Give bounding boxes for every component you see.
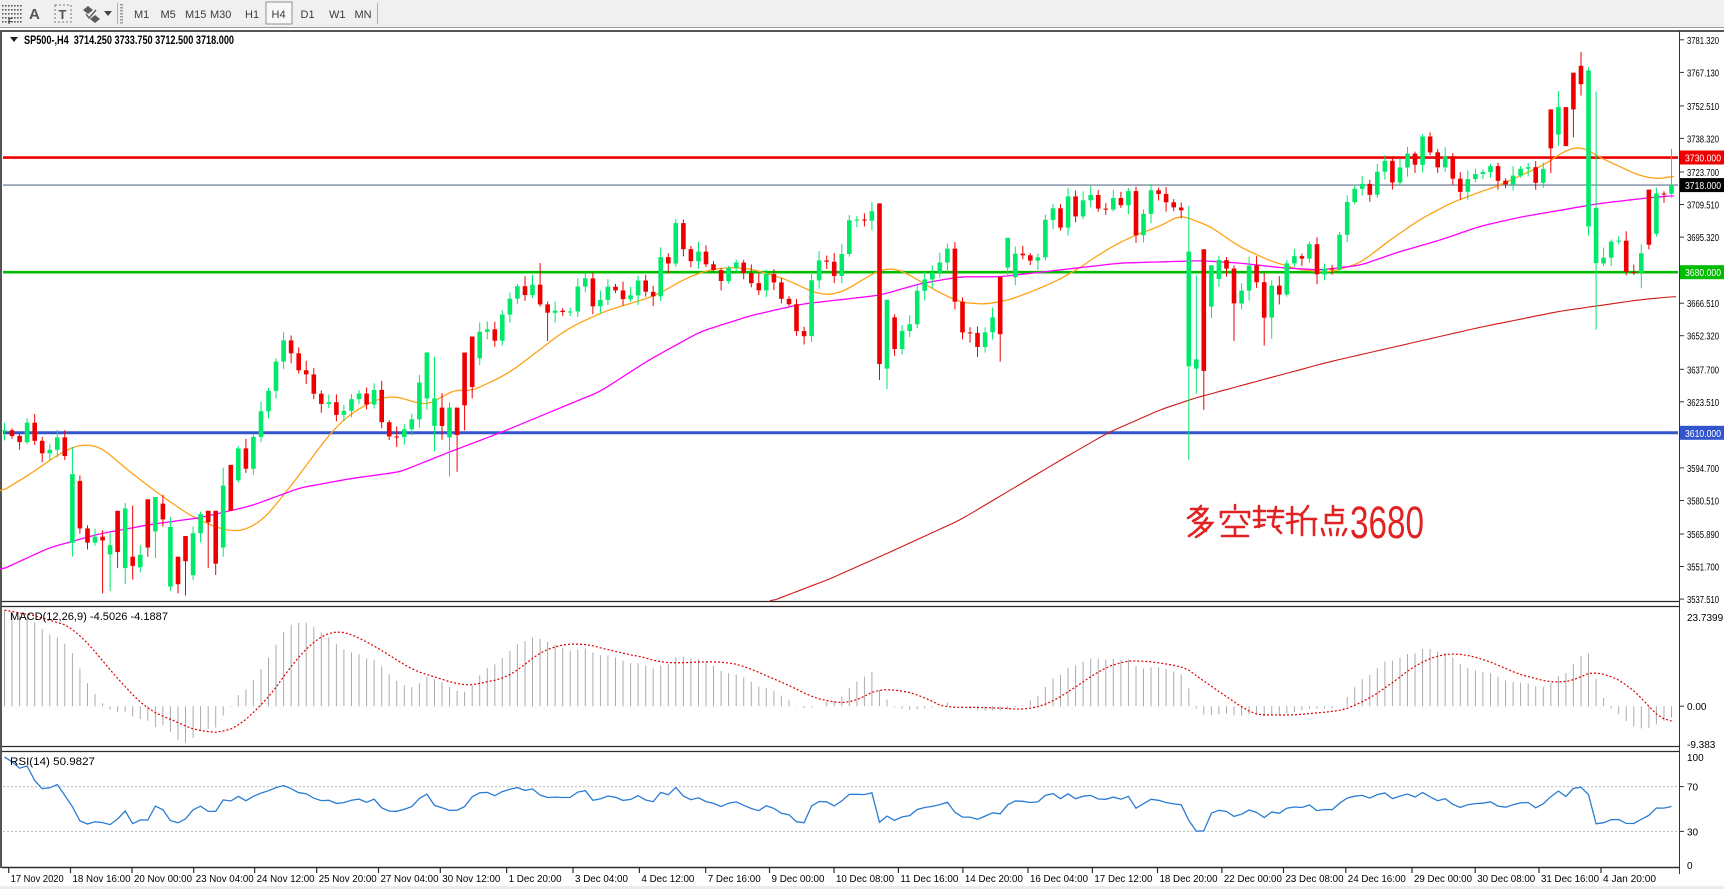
- svg-text:H1: H1: [245, 9, 259, 21]
- svg-text:3551.700: 3551.700: [1687, 563, 1719, 574]
- svg-text:D1: D1: [301, 9, 315, 21]
- svg-text:11 Dec 16:00: 11 Dec 16:00: [900, 874, 958, 885]
- svg-text:3723.700: 3723.700: [1687, 168, 1719, 179]
- svg-text:3680.000: 3680.000: [1685, 267, 1721, 279]
- svg-text:3730.000: 3730.000: [1685, 153, 1721, 165]
- svg-text:3695.320: 3695.320: [1687, 233, 1719, 244]
- svg-text:3 Dec 04:00: 3 Dec 04:00: [575, 874, 628, 885]
- svg-text:30 Nov 12:00: 30 Nov 12:00: [442, 874, 500, 885]
- svg-text:F: F: [8, 17, 13, 26]
- svg-text:16 Dec 04:00: 16 Dec 04:00: [1030, 874, 1088, 885]
- svg-text:H4: H4: [272, 9, 286, 21]
- svg-text:RSI(14) 50.9827: RSI(14) 50.9827: [10, 756, 95, 768]
- svg-text:22 Dec 00:00: 22 Dec 00:00: [1224, 874, 1282, 885]
- svg-text:3752.510: 3752.510: [1687, 102, 1719, 113]
- svg-text:4 Dec 12:00: 4 Dec 12:00: [641, 874, 694, 885]
- svg-text:4 Jan 20:00: 4 Jan 20:00: [1603, 874, 1656, 885]
- svg-text:25 Nov 20:00: 25 Nov 20:00: [319, 874, 377, 885]
- svg-text:23 Dec 08:00: 23 Dec 08:00: [1286, 874, 1344, 885]
- svg-text:3680: 3680: [1350, 497, 1424, 548]
- svg-text:3594.700: 3594.700: [1687, 464, 1719, 475]
- svg-text:3738.320: 3738.320: [1687, 134, 1719, 145]
- svg-text:3623.510: 3623.510: [1687, 398, 1719, 409]
- svg-text:30: 30: [1687, 827, 1699, 838]
- svg-text:-9.383: -9.383: [1687, 740, 1716, 751]
- svg-text:31 Dec 16:00: 31 Dec 16:00: [1541, 874, 1599, 885]
- svg-text:17 Nov 2020: 17 Nov 2020: [11, 874, 64, 885]
- svg-text:0: 0: [1687, 861, 1693, 872]
- svg-text:MACD(12,26,9) -4.5026 -4.1887: MACD(12,26,9) -4.5026 -4.1887: [10, 611, 168, 623]
- svg-text:29 Dec 00:00: 29 Dec 00:00: [1414, 874, 1472, 885]
- svg-text:24 Dec 16:00: 24 Dec 16:00: [1348, 874, 1406, 885]
- svg-text:3537.510: 3537.510: [1687, 595, 1719, 606]
- svg-text:18 Dec 20:00: 18 Dec 20:00: [1160, 874, 1218, 885]
- svg-text:18 Nov 16:00: 18 Nov 16:00: [73, 874, 131, 885]
- svg-text:3580.510: 3580.510: [1687, 497, 1719, 508]
- svg-text:M15: M15: [185, 9, 206, 21]
- svg-text:27 Nov 04:00: 27 Nov 04:00: [381, 874, 439, 885]
- svg-text:9 Dec 00:00: 9 Dec 00:00: [772, 874, 825, 885]
- svg-text:3709.510: 3709.510: [1687, 201, 1719, 212]
- svg-text:70: 70: [1687, 783, 1699, 794]
- svg-text:3565.890: 3565.890: [1687, 530, 1719, 541]
- svg-text:3652.320: 3652.320: [1687, 332, 1719, 343]
- svg-text:3666.510: 3666.510: [1687, 299, 1719, 310]
- svg-text:10 Dec 08:00: 10 Dec 08:00: [836, 874, 894, 885]
- svg-text:3637.700: 3637.700: [1687, 365, 1719, 376]
- svg-text:17 Dec 12:00: 17 Dec 12:00: [1094, 874, 1152, 885]
- svg-text:A: A: [29, 6, 40, 23]
- svg-text:7 Dec 16:00: 7 Dec 16:00: [708, 874, 761, 885]
- svg-text:24 Nov 12:00: 24 Nov 12:00: [257, 874, 315, 885]
- svg-text:W1: W1: [329, 9, 346, 21]
- svg-text:SP500-,H4 3714.250 3733.750 3: SP500-,H4 3714.250 3733.750 3712.500 371…: [24, 33, 234, 47]
- svg-text:14 Dec 20:00: 14 Dec 20:00: [965, 874, 1023, 885]
- svg-text:3767.130: 3767.130: [1687, 68, 1719, 79]
- svg-text:1 Dec 20:00: 1 Dec 20:00: [509, 874, 562, 885]
- svg-text:20 Nov 00:00: 20 Nov 00:00: [134, 874, 192, 885]
- svg-text:23.7399: 23.7399: [1687, 613, 1724, 624]
- svg-text:MN: MN: [355, 9, 372, 21]
- svg-text:M1: M1: [134, 9, 149, 21]
- svg-text:M5: M5: [161, 9, 176, 21]
- svg-text:T: T: [59, 7, 67, 22]
- svg-text:0.00: 0.00: [1687, 702, 1707, 713]
- svg-text:M30: M30: [210, 9, 231, 21]
- svg-text:3718.000: 3718.000: [1685, 180, 1721, 192]
- svg-text:30 Dec 08:00: 30 Dec 08:00: [1477, 874, 1535, 885]
- svg-text:3781.320: 3781.320: [1687, 36, 1719, 47]
- svg-text:100: 100: [1687, 753, 1704, 764]
- svg-text:23 Nov 04:00: 23 Nov 04:00: [196, 874, 254, 885]
- svg-text:3610.000: 3610.000: [1685, 428, 1721, 440]
